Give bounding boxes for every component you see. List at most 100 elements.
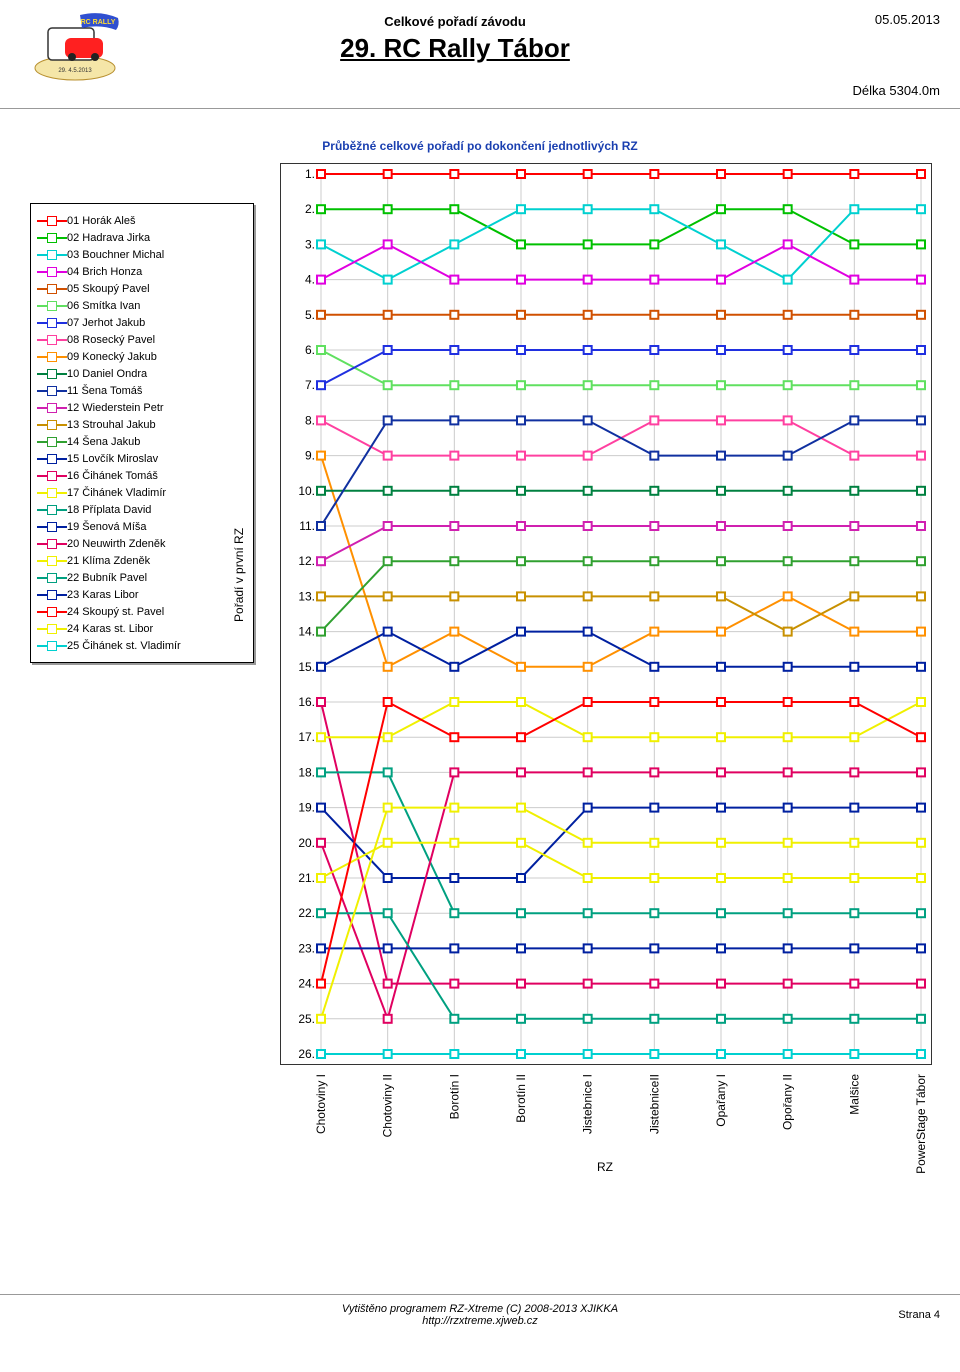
legend-swatch <box>37 624 67 634</box>
legend-label: 16 Čihánek Tomáš <box>67 470 158 482</box>
legend-swatch <box>37 386 67 396</box>
legend-label: 22 Bubník Pavel <box>67 572 147 584</box>
svg-text:11.: 11. <box>299 519 315 533</box>
svg-text:Opořany II: Opořany II <box>781 1074 795 1130</box>
svg-text:19.: 19. <box>298 801 315 815</box>
legend-label: 14 Šena Jakub <box>67 436 140 448</box>
legend-label: 19 Šenová Míša <box>67 521 147 533</box>
svg-text:Chotoviny II: Chotoviny II <box>381 1074 395 1137</box>
legend-swatch <box>37 556 67 566</box>
header-title: 29. RC Rally Tábor <box>130 33 780 64</box>
legend-label: 24 Karas st. Libor <box>67 623 153 635</box>
legend-swatch <box>37 505 67 515</box>
position-chart: 1.2.3.4.5.6.7.8.9.10.11.12.13.14.15.16.1… <box>280 163 932 1065</box>
legend-item: 21 Klíma Zdeněk <box>37 552 247 569</box>
legend-swatch <box>37 284 67 294</box>
legend-item: 15 Lovčík Miroslav <box>37 450 247 467</box>
footer-program: Vytištěno programem RZ-Xtreme (C) 2008-2… <box>120 1303 840 1315</box>
legend-item: 08 Rosecký Pavel <box>37 331 247 348</box>
legend-label: 07 Jerhot Jakub <box>67 317 145 329</box>
legend-label: 05 Skoupý Pavel <box>67 283 150 295</box>
legend-item: 14 Šena Jakub <box>37 433 247 450</box>
legend-label: 11 Šena Tomáš <box>67 385 142 397</box>
legend-item: 02 Hadrava Jirka <box>37 229 247 246</box>
legend-swatch <box>37 471 67 481</box>
legend-label: 17 Čihánek Vladimír <box>67 487 166 499</box>
svg-text:17.: 17. <box>298 730 315 744</box>
header-length: Délka 5304.0m <box>780 83 940 98</box>
legend-item: 10 Daniel Ondra <box>37 365 247 382</box>
svg-text:2.: 2. <box>305 202 315 216</box>
svg-text:4.: 4. <box>305 273 315 287</box>
svg-text:PowerStage Tábor: PowerStage Tábor <box>914 1074 928 1174</box>
svg-text:21.: 21. <box>298 871 315 885</box>
legend-label: 23 Karas Libor <box>67 589 139 601</box>
legend-label: 10 Daniel Ondra <box>67 368 147 380</box>
svg-text:9.: 9. <box>305 449 315 463</box>
legend-label: 03 Bouchner Michal <box>67 249 164 261</box>
svg-text:RC RALLY: RC RALLY <box>81 19 116 26</box>
legend-label: 08 Rosecký Pavel <box>67 334 155 346</box>
svg-text:20.: 20. <box>298 836 315 850</box>
legend-label: 25 Čihánek st. Vladimír <box>67 640 181 652</box>
legend-label: 06 Smítka Ivan <box>67 300 140 312</box>
legend-label: 18 Příplata David <box>67 504 151 516</box>
legend-label: 12 Wiederstein Petr <box>67 402 164 414</box>
legend-item: 23 Karas Libor <box>37 586 247 603</box>
legend-label: 04 Brich Honza <box>67 266 142 278</box>
legend-item: 12 Wiederstein Petr <box>37 399 247 416</box>
legend-swatch <box>37 573 67 583</box>
legend-swatch <box>37 522 67 532</box>
legend-swatch <box>37 301 67 311</box>
legend-swatch <box>37 267 67 277</box>
legend-label: 13 Strouhal Jakub <box>67 419 156 431</box>
svg-text:29. 4.5.2013: 29. 4.5.2013 <box>58 68 92 74</box>
rally-logo: 29. 4.5.2013 RC RALLY <box>20 10 130 90</box>
legend-item: 09 Konecký Jakub <box>37 348 247 365</box>
legend-swatch <box>37 369 67 379</box>
svg-text:15.: 15. <box>298 660 315 674</box>
legend-item: 18 Příplata David <box>37 501 247 518</box>
footer-center: Vytištěno programem RZ-Xtreme (C) 2008-2… <box>120 1303 840 1327</box>
x-axis-title: RZ <box>280 1160 930 1174</box>
svg-text:8.: 8. <box>305 413 315 427</box>
svg-text:12.: 12. <box>298 554 315 568</box>
legend-swatch <box>37 590 67 600</box>
legend-label: 15 Lovčík Miroslav <box>67 453 158 465</box>
svg-text:3.: 3. <box>305 237 315 251</box>
chart-area: 01 Horák Aleš 02 Hadrava Jirka 03 Bouchner… <box>30 163 930 1174</box>
svg-text:26.: 26. <box>298 1047 315 1061</box>
legend-label: 24 Skoupý st. Pavel <box>67 606 164 618</box>
legend-item: 03 Bouchner Michal <box>37 246 247 263</box>
y-axis-title: Pořadí v první RZ <box>232 527 246 621</box>
header: 29. 4.5.2013 RC RALLY Celkové pořadí záv… <box>0 0 960 109</box>
legend-swatch <box>37 216 67 226</box>
legend-swatch <box>37 607 67 617</box>
legend-label: 20 Neuwirth Zdeněk <box>67 538 165 550</box>
svg-text:14.: 14. <box>298 625 315 639</box>
legend-item: 04 Brich Honza <box>37 263 247 280</box>
legend-swatch <box>37 352 67 362</box>
legend-item: 19 Šenová Míša <box>37 518 247 535</box>
legend-item: 07 Jerhot Jakub <box>37 314 247 331</box>
header-subtitle: Celkové pořadí závodu <box>130 14 780 29</box>
legend-item: 25 Čihánek st. Vladimír <box>37 637 247 654</box>
legend-swatch <box>37 318 67 328</box>
legend-swatch <box>37 437 67 447</box>
legend-swatch <box>37 641 67 651</box>
legend-label: 02 Hadrava Jirka <box>67 232 150 244</box>
legend-label: 01 Horák Aleš <box>67 215 135 227</box>
svg-text:24.: 24. <box>298 977 315 991</box>
legend-swatch <box>37 539 67 549</box>
svg-text:13.: 13. <box>298 589 315 603</box>
svg-text:JistebniceII: JistebniceII <box>647 1074 661 1134</box>
svg-text:Borotín II: Borotín II <box>514 1074 528 1123</box>
legend-box: 01 Horák Aleš 02 Hadrava Jirka 03 Bouchner… <box>30 203 254 663</box>
footer-url: http://rzxtreme.xjweb.cz <box>120 1315 840 1327</box>
legend-label: 09 Konecký Jakub <box>67 351 157 363</box>
legend-item: 11 Šena Tomáš <box>37 382 247 399</box>
svg-text:6.: 6. <box>305 343 315 357</box>
legend-item: 16 Čihánek Tomáš <box>37 467 247 484</box>
svg-text:Borotín I: Borotín I <box>447 1074 461 1119</box>
legend-item: 01 Horák Aleš <box>37 212 247 229</box>
